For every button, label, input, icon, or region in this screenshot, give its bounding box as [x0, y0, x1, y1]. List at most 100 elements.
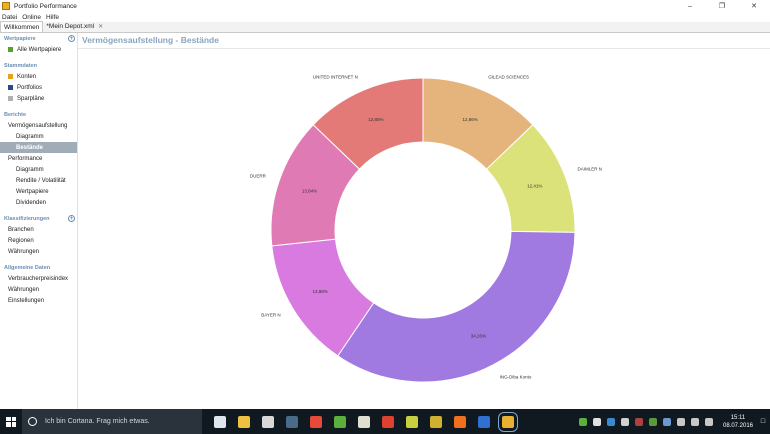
- menu-hilfe[interactable]: Hilfe: [45, 13, 59, 21]
- volume-icon[interactable]: [705, 417, 713, 426]
- close-tab-icon[interactable]: ✕: [98, 24, 104, 30]
- sidebar-item-performance[interactable]: Performance: [0, 153, 77, 164]
- sidebar-item-verbraucherpreisindex[interactable]: Verbraucherpreisindex: [0, 273, 77, 284]
- tab-label: Willkommen: [4, 23, 40, 31]
- sidebar-item-label: Verbraucherpreisindex: [8, 275, 69, 282]
- clock[interactable]: 15:11 08.07.2016: [720, 414, 756, 430]
- menu-datei[interactable]: Datei: [2, 13, 18, 21]
- add-icon[interactable]: +: [68, 35, 75, 42]
- sidebar-item-label: Rendite / Volatilität: [16, 177, 66, 184]
- section-title: Berichte: [4, 111, 27, 118]
- slice-value-label: 12,86%: [462, 117, 477, 122]
- sidebar-item-bestaende[interactable]: Bestände: [0, 142, 77, 153]
- section-berichte: Berichte: [0, 109, 77, 120]
- sidebar-item-alle-wertpapiere[interactable]: Alle Wertpapiere: [0, 44, 77, 55]
- taskbar: Ich bin Cortana. Frag mich etwas. 15:11 …: [0, 409, 770, 434]
- sidebar-item-branchen[interactable]: Branchen: [0, 224, 77, 235]
- sidebar-item-waehrungen-klass[interactable]: Währungen: [0, 246, 77, 257]
- sidebar-item-label: Alle Wertpapiere: [17, 46, 62, 53]
- tray-app-icon[interactable]: [621, 417, 629, 426]
- slice-category-label: DUERR: [250, 173, 267, 178]
- app-yellow-icon[interactable]: [406, 415, 418, 428]
- sidebar-item-label: Branchen: [8, 226, 34, 233]
- bluetooth-icon[interactable]: [607, 417, 615, 426]
- app-red-icon[interactable]: [382, 415, 394, 428]
- notification-icon[interactable]: □: [760, 418, 766, 425]
- sidebar-item-regionen[interactable]: Regionen: [0, 235, 77, 246]
- donut-slice[interactable]: [312, 77, 424, 170]
- tab-mein-depot[interactable]: *Mein Depot.xml ✕: [43, 21, 106, 32]
- start-button[interactable]: [0, 409, 22, 434]
- tray-app-icon[interactable]: [635, 417, 643, 426]
- menu-online[interactable]: Online: [22, 13, 41, 21]
- window-title: Portfolio Performance: [14, 2, 77, 10]
- app-green-icon[interactable]: [334, 415, 346, 428]
- sidebar-item-konten[interactable]: Konten: [0, 71, 77, 82]
- slice-value-label: 12,41%: [527, 183, 542, 188]
- cortana-search[interactable]: Ich bin Cortana. Frag mich etwas.: [22, 409, 202, 434]
- app-blue-icon[interactable]: [478, 415, 490, 428]
- page-title: Vermögensaufstellung - Bestände: [82, 35, 219, 45]
- add-icon[interactable]: +: [68, 215, 75, 222]
- tab-label: *Mein Depot.xml: [46, 23, 95, 30]
- tray-app-icon[interactable]: [593, 417, 601, 426]
- slice-category-label: ING-Diba Konto: [500, 374, 532, 379]
- slice-value-label: 13,84%: [302, 188, 317, 193]
- section-stammdaten: Stammdaten: [0, 60, 77, 71]
- minimize-button[interactable]: –: [688, 2, 692, 10]
- clock-time: 15:11: [730, 414, 746, 421]
- divider: [78, 48, 770, 49]
- sidebar: Wertpapiere + Alle Wertpapiere Stammdate…: [0, 33, 78, 409]
- sidebar-item-sparplaene[interactable]: Sparpläne: [0, 93, 77, 104]
- main-panel: Vermögensaufstellung - Bestände 12,86% GI…: [78, 33, 770, 409]
- section-title: Allgemeine Daten: [4, 264, 51, 271]
- sidebar-item-performance-diagramm[interactable]: Diagramm: [0, 164, 77, 175]
- tab-willkommen[interactable]: Willkommen: [0, 21, 44, 32]
- section-title: Stammdaten: [4, 62, 38, 69]
- slice-category-label: DAIMLER N: [578, 167, 603, 172]
- section-allgemeine-daten: Allgemeine Daten: [0, 262, 77, 273]
- sidebar-item-vermoegensaufstellung[interactable]: Vermögensaufstellung: [0, 120, 77, 131]
- calculator-icon[interactable]: [262, 415, 274, 428]
- app-photo-icon[interactable]: [430, 415, 442, 428]
- task-view-icon[interactable]: [214, 415, 226, 428]
- tray-app-icon[interactable]: [649, 417, 657, 426]
- sidebar-item-label: Bestände: [16, 144, 44, 151]
- app-cow-icon[interactable]: [358, 415, 370, 428]
- windows-icon: [6, 416, 16, 427]
- tray-app-icon[interactable]: [579, 417, 587, 426]
- slice-category-label: GILEAD SCIENCES: [488, 75, 529, 80]
- battery-icon[interactable]: [677, 417, 685, 426]
- close-button[interactable]: ✕: [751, 3, 757, 10]
- sidebar-item-wertpapiere[interactable]: Wertpapiere: [0, 186, 77, 197]
- portfolio-performance-icon[interactable]: [498, 411, 518, 432]
- sidebar-item-portfolios[interactable]: Portfolios: [0, 82, 77, 93]
- network-icon[interactable]: [691, 417, 699, 426]
- sidebar-item-label: Diagramm: [16, 166, 44, 173]
- portfolios-icon: [8, 85, 13, 90]
- tray-app-icon[interactable]: [663, 417, 671, 426]
- sidebar-item-einstellungen[interactable]: Einstellungen: [0, 295, 77, 306]
- system-tray: 15:11 08.07.2016 □: [576, 409, 770, 434]
- steam-icon[interactable]: [286, 415, 298, 428]
- download-icon[interactable]: [454, 415, 466, 428]
- maximize-button[interactable]: ❐: [718, 3, 726, 10]
- sidebar-item-rendite-volatilitaet[interactable]: Rendite / Volatilität: [0, 175, 77, 186]
- chrome-icon[interactable]: [310, 415, 322, 428]
- app-icon: [2, 2, 10, 10]
- sidebar-item-diagramm[interactable]: Diagramm: [0, 131, 77, 142]
- sidebar-item-dividenden[interactable]: Dividenden: [0, 197, 77, 208]
- sidebar-item-label: Konten: [17, 73, 37, 80]
- file-explorer-icon[interactable]: [238, 415, 250, 428]
- slice-category-label: BAYER N: [261, 313, 280, 318]
- sidebar-item-label: Sparpläne: [17, 95, 45, 102]
- sidebar-item-label: Performance: [8, 155, 43, 162]
- sidebar-item-label: Vermögensaufstellung: [8, 122, 68, 129]
- sidebar-item-label: Wertpapiere: [16, 188, 49, 195]
- slice-category-label: UNITED INTERNET N: [313, 75, 358, 80]
- donut-slice[interactable]: [337, 230, 576, 383]
- sidebar-item-label: Regionen: [8, 237, 34, 244]
- accounts-icon: [8, 74, 13, 79]
- sidebar-item-waehrungen[interactable]: Währungen: [0, 284, 77, 295]
- search-placeholder: Ich bin Cortana. Frag mich etwas.: [45, 418, 150, 425]
